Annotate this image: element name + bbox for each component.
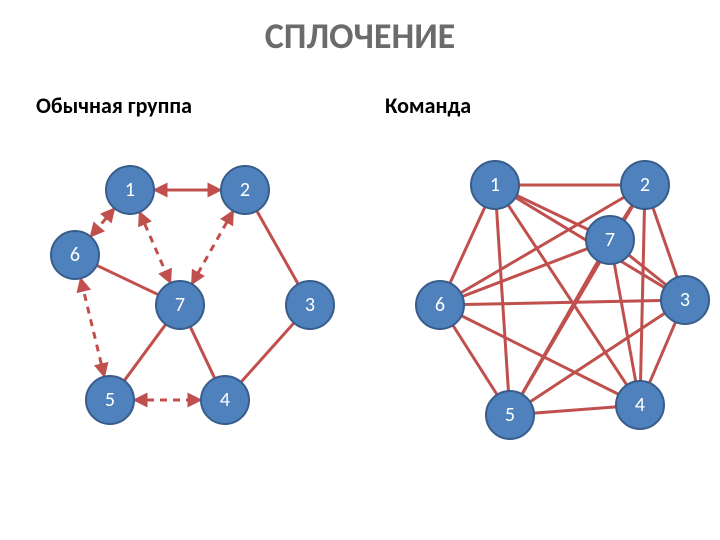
node-label: 6 <box>435 293 445 317</box>
page-title: СПЛОЧЕНИЕ <box>0 14 720 58</box>
node-label: 2 <box>640 173 650 197</box>
diagram-team: 1 2 3 4 5 6 7 <box>385 140 715 470</box>
right-subtitle: Команда <box>385 92 471 119</box>
node-label: 7 <box>175 293 185 317</box>
left-subtitle: Обычная группа <box>36 92 192 119</box>
node-label: 2 <box>240 178 250 202</box>
node-label: 1 <box>125 178 135 202</box>
node-label: 4 <box>220 388 230 412</box>
node-label: 3 <box>680 288 690 312</box>
diagram-ordinary-group: 1 2 3 4 5 6 7 <box>30 140 370 470</box>
node-label: 5 <box>105 388 115 412</box>
node-label: 6 <box>70 243 80 267</box>
node-label: 7 <box>605 228 615 252</box>
node-label: 4 <box>635 393 645 417</box>
node-label: 3 <box>305 293 315 317</box>
node-label: 5 <box>505 403 515 427</box>
node-label: 1 <box>490 173 500 197</box>
